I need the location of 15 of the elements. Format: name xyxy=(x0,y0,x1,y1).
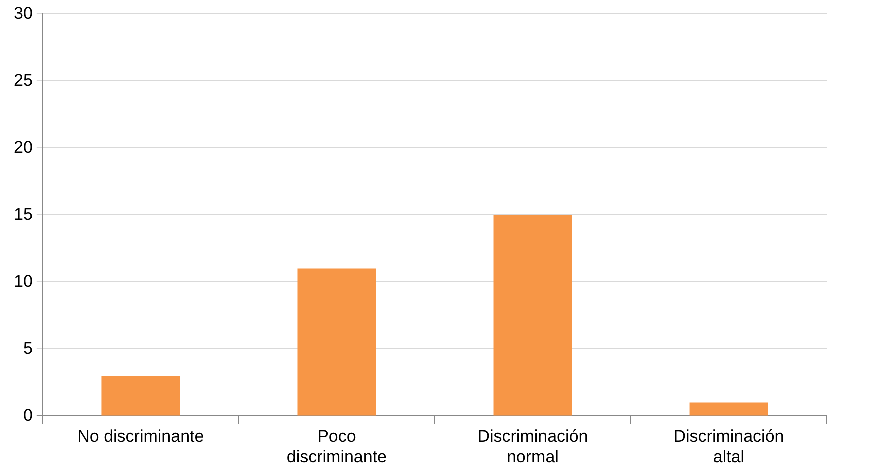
y-tick-label: 0 xyxy=(23,406,33,425)
y-tick-label: 5 xyxy=(23,338,33,358)
x-tick-label: Discriminación normal xyxy=(478,427,588,466)
y-tick-label: 25 xyxy=(14,70,33,90)
y-tick-label: 10 xyxy=(14,272,33,291)
x-tick-label: Discriminación altal xyxy=(674,427,784,466)
x-tick-label: Poco discriminante xyxy=(286,427,388,466)
bar xyxy=(690,402,768,416)
y-tick-label: 30 xyxy=(14,4,33,23)
y-tick-label: 20 xyxy=(14,138,33,157)
bar xyxy=(102,376,180,416)
y-tick-label: 15 xyxy=(14,204,33,224)
x-tick-label: No discriminante xyxy=(78,427,204,446)
bar xyxy=(298,268,376,416)
bar xyxy=(494,215,572,416)
